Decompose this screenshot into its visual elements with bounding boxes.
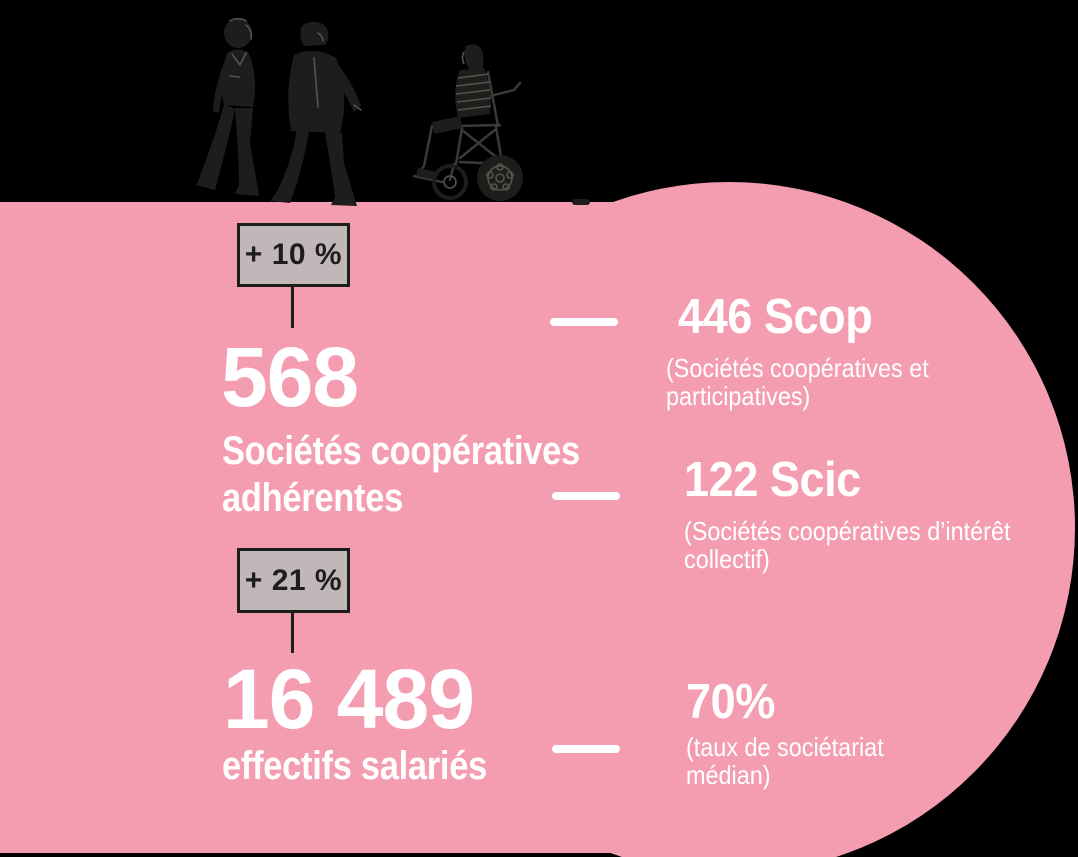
badge-connector-line <box>291 286 294 328</box>
detail-scop-note: (Sociétés coopératives et participatives… <box>666 353 929 411</box>
stat-employees-label: effectifs salariés <box>222 744 487 788</box>
stat-employees-value: 16 489 <box>223 652 475 746</box>
stat-cooperatives-label: Sociétés coopératives adhérentes <box>222 429 580 520</box>
pink-panel-rounded-edge <box>383 182 1075 857</box>
dash-separator-icon <box>552 745 620 753</box>
detail-scop-value: 446 Scop <box>678 290 873 344</box>
detail-scic-value: 122 Scic <box>684 453 861 507</box>
growth-badge-bottom: + 21 % <box>237 548 350 613</box>
dash-separator-icon <box>552 492 620 500</box>
dash-separator-icon <box>550 318 618 326</box>
walking-couple-icon <box>196 17 362 206</box>
detail-societariat-value: 70% <box>686 675 775 729</box>
growth-badge-bottom-label: + 21 % <box>244 563 343 597</box>
ground-mark <box>572 199 590 205</box>
growth-badge-top: + 10 % <box>237 223 350 287</box>
wheelchair-user-icon <box>412 44 523 201</box>
pink-panel <box>0 182 1078 857</box>
detail-societariat-note: (taux de sociétariat médian) <box>686 732 884 790</box>
badge-connector-line <box>291 612 294 653</box>
detail-scic-note: (Sociétés coopératives d’intérêt collect… <box>684 516 1011 574</box>
stat-cooperatives-value: 568 <box>221 330 359 424</box>
growth-badge-top-label: + 10 % <box>244 238 343 271</box>
